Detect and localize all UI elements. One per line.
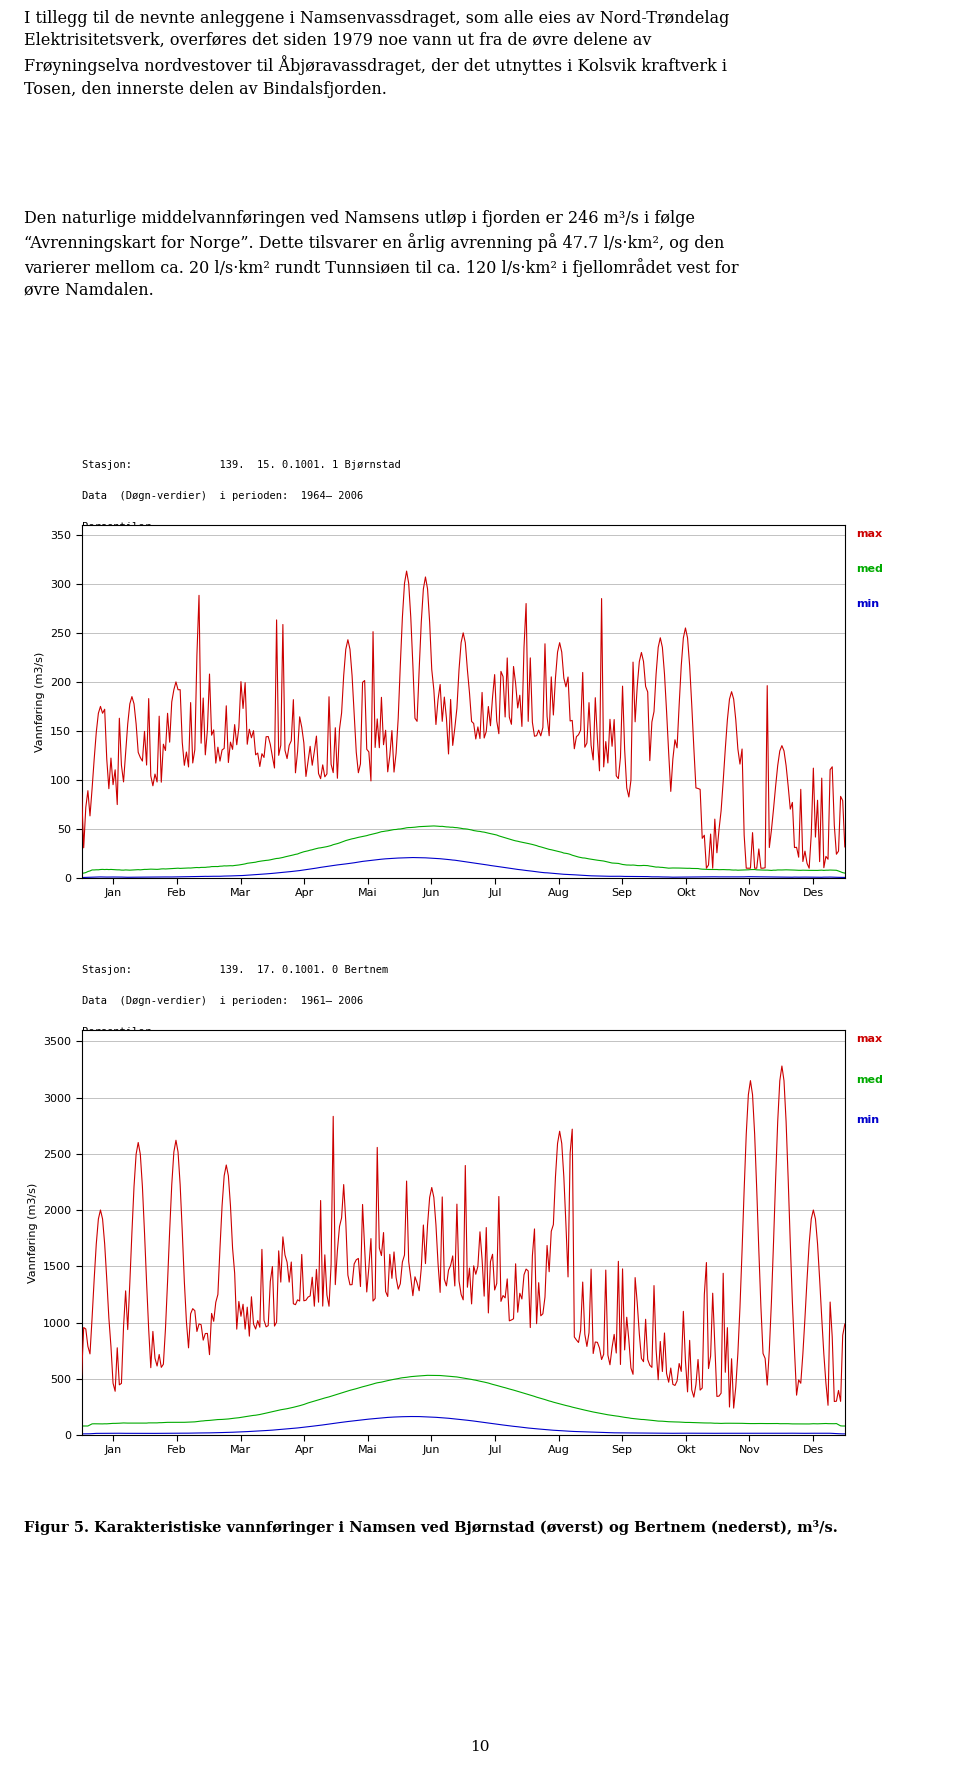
Text: Data  (Døgn-verdier)  i perioden:  1961– 2006: Data (Døgn-verdier) i perioden: 1961– 20…	[82, 996, 363, 1005]
Text: Stasjon:              139.  15. 0.1001. 1 Bjørnstad: Stasjon: 139. 15. 0.1001. 1 Bjørnstad	[82, 461, 400, 470]
Text: max: max	[856, 529, 882, 539]
Text: med: med	[856, 1075, 883, 1084]
Text: 10: 10	[470, 1740, 490, 1754]
Y-axis label: Vannføring (m3/s): Vannføring (m3/s)	[35, 650, 44, 751]
Text: Persentiler: Persentiler	[82, 1027, 151, 1038]
Text: Den naturlige middelvannføringen ved Namsens utløp i fjorden er 246 m³/s i følge: Den naturlige middelvannføringen ved Nam…	[24, 210, 738, 299]
Text: med: med	[856, 564, 883, 573]
Text: Persentiler: Persentiler	[82, 523, 151, 532]
Y-axis label: Vannføring (m3/s): Vannføring (m3/s)	[28, 1183, 37, 1283]
Text: max: max	[856, 1034, 882, 1045]
Text: Data  (Døgn-verdier)  i perioden:  1964– 2006: Data (Døgn-verdier) i perioden: 1964– 20…	[82, 491, 363, 502]
Text: min: min	[856, 1115, 879, 1125]
Text: Stasjon:              139.  17. 0.1001. 0 Bertnem: Stasjon: 139. 17. 0.1001. 0 Bertnem	[82, 966, 388, 975]
Text: Figur 5. Karakteristiske vannføringer i Namsen ved Bjørnstad (øverst) og Bertnem: Figur 5. Karakteristiske vannføringer i …	[24, 1520, 838, 1536]
Text: I tillegg til de nevnte anleggene i Namsenvassdraget, som alle eies av Nord-Trøn: I tillegg til de nevnte anleggene i Nams…	[24, 11, 730, 99]
Text: min: min	[856, 599, 879, 609]
